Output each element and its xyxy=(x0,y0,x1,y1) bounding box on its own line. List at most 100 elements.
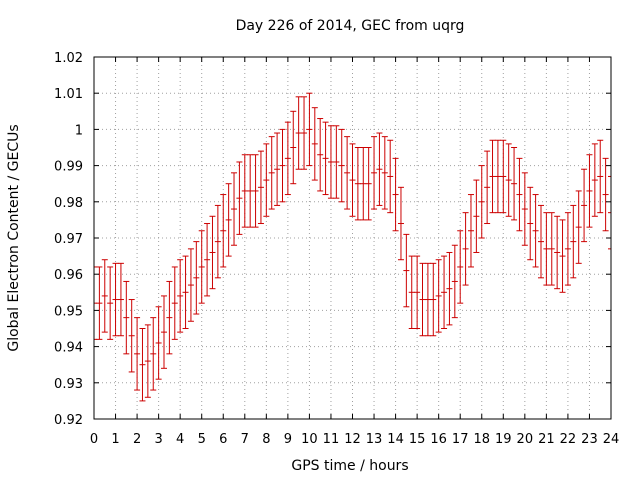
error-bar-point xyxy=(521,172,528,246)
y-tick-label: 0.95 xyxy=(54,304,83,319)
x-tick-label: 3 xyxy=(154,432,162,447)
error-bar-point xyxy=(543,212,550,286)
x-tick-label: 22 xyxy=(560,432,577,447)
x-tick-label: 19 xyxy=(495,432,512,447)
error-bar-point xyxy=(182,255,189,329)
error-bar-point xyxy=(263,143,270,217)
x-tick-label: 21 xyxy=(538,432,555,447)
error-bar-point xyxy=(462,212,469,286)
error-bar-point xyxy=(214,204,221,279)
x-tick-label: 11 xyxy=(323,432,340,447)
error-bar-point xyxy=(139,328,146,402)
error-bar-point xyxy=(112,262,119,337)
error-bar-point xyxy=(306,92,313,167)
error-bar-point xyxy=(354,147,361,221)
y-tick-label: 1.01 xyxy=(54,87,83,102)
error-bar-point xyxy=(360,147,367,221)
x-tick-label: 6 xyxy=(219,432,227,447)
axis-ticks: 0 1 2 3 4 5 6 7 8 9 10 11 12 13 14 15 16 17 18 19 20 21 22 23 24… xyxy=(54,51,619,447)
error-bar-point xyxy=(597,139,604,214)
error-bar-point xyxy=(467,194,474,268)
y-tick-label: 0.93 xyxy=(54,377,83,392)
error-bar-point xyxy=(123,280,130,355)
y-tick-label: 0.94 xyxy=(54,341,83,356)
error-bar-point xyxy=(349,143,356,217)
x-tick-label: 5 xyxy=(198,432,206,447)
error-bar-point xyxy=(414,255,421,329)
y-tick-label: 0.99 xyxy=(54,160,83,175)
error-bar-point xyxy=(96,266,103,340)
error-bar-point xyxy=(602,157,609,232)
error-bar-point xyxy=(311,107,318,181)
error-bar-point xyxy=(327,125,334,199)
x-tick-label: 14 xyxy=(387,432,404,447)
x-tick-label: 8 xyxy=(262,432,270,447)
x-tick-label: 18 xyxy=(473,432,490,447)
error-bar-point xyxy=(591,143,598,217)
error-bar-point xyxy=(532,194,539,268)
data-series xyxy=(93,92,612,402)
error-bar-point xyxy=(155,306,162,380)
error-bar-point xyxy=(527,186,534,261)
error-bar-point xyxy=(484,150,491,225)
error-bar-point xyxy=(209,215,216,290)
x-tick-label: 17 xyxy=(452,432,469,447)
error-bar-point xyxy=(419,262,426,337)
y-tick-label: 1.02 xyxy=(54,51,83,66)
error-bar-point xyxy=(150,317,157,391)
error-bar-point xyxy=(274,132,281,206)
x-tick-label: 1 xyxy=(111,432,119,447)
x-tick-label: 4 xyxy=(176,432,184,447)
x-tick-label: 9 xyxy=(284,432,292,447)
error-bar-point xyxy=(570,204,577,279)
error-bar-point xyxy=(231,172,238,246)
y-tick-label: 0.96 xyxy=(54,268,83,283)
error-bar-point xyxy=(441,255,448,329)
error-bar-point xyxy=(166,280,173,355)
x-tick-label: 10 xyxy=(301,432,318,447)
error-bar-point xyxy=(257,150,264,225)
error-bar-point xyxy=(381,136,388,210)
x-tick-label: 15 xyxy=(409,432,426,447)
error-bar-point xyxy=(279,128,286,203)
error-bar-point xyxy=(247,154,254,228)
x-tick-label: 2 xyxy=(133,432,141,447)
error-bar-point xyxy=(430,262,437,337)
error-bar-point xyxy=(473,179,480,253)
error-bar-point xyxy=(581,168,588,243)
error-bar-point xyxy=(101,259,108,333)
error-bar-point xyxy=(564,212,571,286)
error-bar-point xyxy=(505,143,512,217)
error-bar-point xyxy=(322,121,329,196)
error-bar-point xyxy=(516,157,523,232)
error-bar-point xyxy=(344,136,351,210)
y-tick-label: 0.98 xyxy=(54,196,83,211)
error-bar-point xyxy=(511,147,518,221)
error-bar-point xyxy=(478,165,485,239)
error-bar-point xyxy=(559,219,566,293)
error-bar-point xyxy=(161,295,168,369)
grid xyxy=(94,57,611,419)
error-bar-point xyxy=(397,186,404,261)
x-axis-label: GPS time / hours xyxy=(291,458,408,474)
error-bar-point xyxy=(290,110,297,185)
error-bar-point xyxy=(295,96,302,170)
error-bar-point xyxy=(144,324,151,398)
error-bar-point xyxy=(128,299,135,373)
error-bar-point xyxy=(284,121,291,196)
y-axis-label: Global Electron Content / GECUs xyxy=(6,124,22,351)
error-bar-point xyxy=(548,212,555,286)
y-tick-label: 1 xyxy=(75,123,83,138)
x-tick-label: 24 xyxy=(603,432,620,447)
error-bar-point xyxy=(489,139,496,214)
error-bar-point xyxy=(134,317,141,391)
error-bar-point xyxy=(171,266,178,340)
error-bar-point xyxy=(586,154,593,228)
error-bar-point xyxy=(371,136,378,210)
error-bar-point xyxy=(193,241,200,315)
y-tick-label: 0.97 xyxy=(54,232,83,247)
error-bar-point xyxy=(435,259,442,333)
error-bar-point xyxy=(317,118,324,192)
error-bar-point xyxy=(338,128,345,203)
